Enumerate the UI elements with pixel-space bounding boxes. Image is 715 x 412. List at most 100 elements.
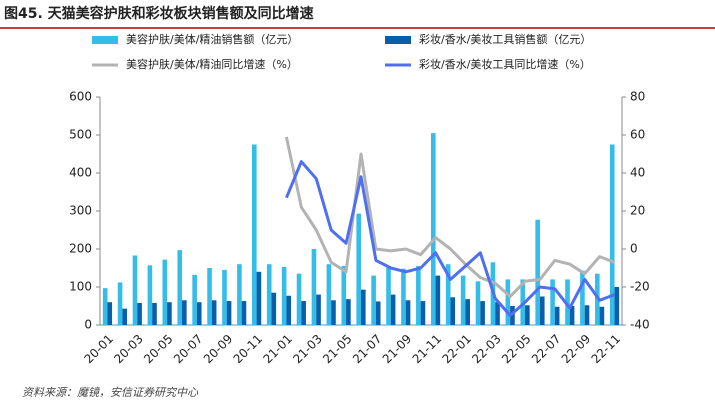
- bar: [167, 302, 172, 325]
- bar: [584, 305, 590, 325]
- y2-tick-label: 0: [630, 242, 638, 256]
- bar: [346, 299, 351, 325]
- bar: [430, 133, 436, 325]
- bar: [550, 279, 555, 325]
- bar: [580, 270, 585, 325]
- bar: [107, 302, 113, 325]
- bar: [222, 269, 227, 325]
- bar: [207, 268, 212, 325]
- y2-tick-label: -40: [630, 318, 650, 332]
- y-tick-label: 100: [69, 280, 92, 294]
- bar: [192, 274, 197, 325]
- bar: [435, 275, 441, 325]
- x-tick-label: 21-09: [380, 332, 415, 367]
- bar: [609, 144, 615, 325]
- x-tick-label: 22-03: [469, 332, 504, 367]
- x-tick-label: 20-05: [141, 332, 176, 367]
- bar: [122, 308, 127, 325]
- bar: [495, 302, 500, 325]
- bar: [480, 301, 485, 325]
- x-tick-label: 20-11: [231, 332, 266, 367]
- bar: [371, 275, 376, 325]
- bar: [132, 255, 138, 325]
- x-tick-label: 22-07: [529, 332, 564, 367]
- y2-tick-label: 80: [630, 90, 645, 104]
- bar: [177, 250, 183, 325]
- bar: [286, 295, 292, 325]
- bar: [356, 213, 361, 325]
- x-tick-label: 22-05: [499, 332, 534, 367]
- bar: [390, 294, 396, 325]
- bar: [375, 301, 381, 325]
- bar: [361, 289, 366, 325]
- bar: [420, 301, 426, 325]
- legend-swatch: [385, 36, 411, 44]
- bar: [341, 266, 347, 325]
- y2-tick-label: 20: [630, 204, 645, 218]
- bar: [296, 273, 302, 325]
- x-tick-label: 21-11: [410, 332, 445, 367]
- bar: [405, 300, 411, 325]
- y2-tick-label: 60: [630, 128, 645, 142]
- y-tick-label: 200: [69, 242, 92, 256]
- bar: [211, 300, 217, 325]
- bar: [117, 282, 123, 325]
- bar: [237, 264, 242, 325]
- y-tick-label: 0: [84, 318, 92, 332]
- bar: [475, 281, 481, 325]
- bar: [465, 299, 470, 325]
- x-tick-label: 20-07: [171, 332, 206, 367]
- legend-swatch: [92, 36, 118, 44]
- bar: [196, 302, 202, 325]
- bar: [569, 306, 575, 325]
- bar: [450, 297, 456, 325]
- x-tick-label: 22-09: [559, 332, 594, 367]
- legend-label: 彩妆/香水/美妆工具销售额（亿元）: [419, 32, 591, 46]
- chart-title: 图45. 天猫美容护肤和彩妆板块销售额及同比增速: [4, 5, 314, 22]
- legend-label: 彩妆/香水/美妆工具同比增速（%）: [419, 57, 591, 71]
- x-tick-label: 20-01: [81, 332, 116, 367]
- bar: [525, 305, 530, 325]
- x-tick-label: 21-01: [260, 332, 295, 367]
- legend-label: 美容护肤/美体/精油同比增速（%）: [126, 57, 298, 71]
- bar: [147, 265, 153, 325]
- source: 资料来源：魔镜，安信证券研究中心: [22, 386, 199, 399]
- bar: [539, 296, 545, 325]
- y-tick-label: 500: [69, 128, 92, 142]
- y2-tick-label: -20: [630, 280, 650, 294]
- bar: [416, 266, 421, 325]
- bar: [311, 249, 317, 325]
- bar: [331, 300, 336, 325]
- x-tick-label: 22-01: [439, 332, 474, 367]
- bar: [614, 287, 620, 325]
- y-tick-label: 300: [69, 204, 92, 218]
- bar: [266, 264, 272, 325]
- bar: [301, 301, 306, 325]
- bar: [535, 219, 540, 325]
- x-tick-label: 22-11: [589, 332, 624, 367]
- bar: [510, 306, 515, 325]
- bar: [554, 306, 560, 325]
- bar: [241, 301, 247, 325]
- y-tick-label: 600: [69, 90, 92, 104]
- bar: [326, 264, 332, 325]
- x-tick-label: 21-07: [350, 332, 385, 367]
- y2-tick-label: 40: [630, 166, 645, 180]
- x-tick-label: 21-05: [320, 332, 355, 367]
- bar: [445, 264, 451, 325]
- bar: [271, 292, 277, 325]
- bar: [281, 266, 287, 325]
- bar: [316, 294, 321, 325]
- bar: [520, 279, 526, 325]
- bar: [505, 279, 511, 325]
- bar: [137, 302, 142, 325]
- bar: [256, 271, 262, 325]
- bar: [182, 300, 187, 325]
- bar: [152, 302, 157, 325]
- bar: [565, 279, 570, 325]
- legend-label: 美容护肤/美体/精油销售额（亿元）: [126, 32, 298, 46]
- bar: [252, 144, 257, 325]
- x-tick-label: 20-09: [201, 332, 236, 367]
- bar: [599, 306, 605, 325]
